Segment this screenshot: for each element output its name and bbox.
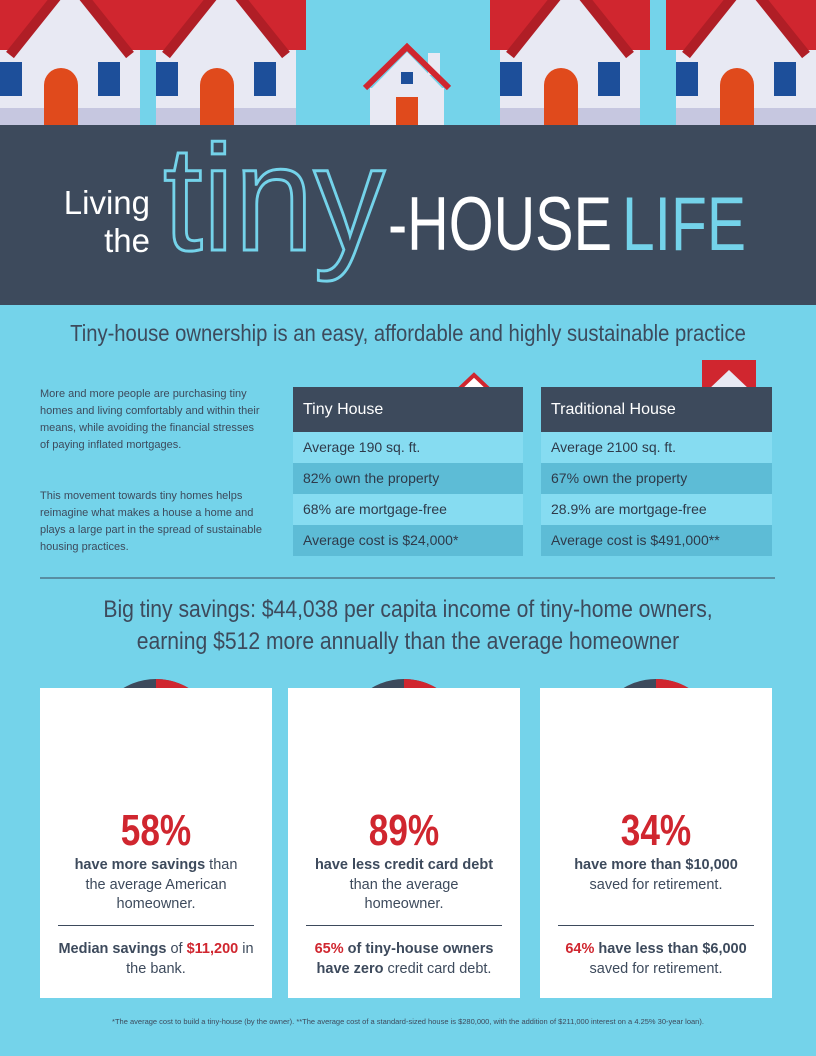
text-run: saved for retirement. [589, 960, 723, 977]
table-row: Average 2100 sq. ft. [541, 432, 772, 463]
title-tiny: tiny [163, 114, 385, 282]
stat-note: 64% have less than $6,000 saved for reti… [556, 940, 756, 979]
text-run: have more than $10,000 [574, 857, 738, 873]
title-life: LIFE [622, 182, 746, 267]
savings-heading: earning $512 more annually than the aver… [136, 628, 680, 655]
text-run: 64% [565, 941, 595, 957]
stat-percent: 34% [620, 806, 692, 855]
table-row: Average cost is $24,000* [293, 525, 523, 556]
text-run: of [166, 941, 187, 957]
stat-card: 89% have less credit card debt than the a… [288, 688, 520, 998]
stat-percent: 58% [120, 806, 192, 855]
title-the: the [104, 222, 150, 259]
stat-note: Median savings of $11,200 in the bank. [56, 940, 256, 979]
subtitle: Tiny-house ownership is an easy, afforda… [70, 320, 746, 346]
text-run: in the bank. [126, 941, 254, 977]
intro-paragraph: More and more people are purchasing tiny… [40, 388, 260, 451]
table-title: Tiny House [293, 387, 523, 432]
footnote: *The average cost to build a tiny-house … [112, 1017, 704, 1026]
table-row: 28.9% are mortgage-free [541, 494, 772, 525]
title-band [0, 125, 816, 305]
card-rule [58, 925, 254, 926]
table-row: Average cost is $491,000** [541, 525, 772, 556]
text-run: have more savings [74, 857, 206, 873]
text-run: credit card debt. [383, 960, 492, 977]
intro-paragraph: This movement towards tiny homes helps r… [40, 490, 262, 553]
table-title: Traditional House [541, 387, 772, 432]
table-row: Average 190 sq. ft. [293, 432, 523, 463]
stat-description: have more savings than the average Ameri… [64, 856, 248, 915]
comparison-table: Tiny House Average 190 sq. ft. 82% own the… [293, 387, 523, 556]
comparison-table: Traditional House Average 2100 sq. ft. 67%… [541, 387, 772, 556]
text-run: than the average American homeowner. [85, 857, 238, 912]
text-run: of tiny-house owners have zero [316, 941, 494, 977]
text-run: Median savings [58, 941, 167, 957]
text-run: 65% [314, 941, 344, 957]
table-body: Average 190 sq. ft. 82% own the property 6… [293, 432, 523, 556]
title-living: Living [64, 184, 150, 221]
text-run: have less credit card debt [314, 857, 494, 873]
text-run: have less than $6,000 [594, 941, 747, 957]
card-rule [306, 925, 502, 926]
savings-heading: Big tiny savings: $44,038 per capita inc… [103, 596, 713, 623]
text-run: saved for retirement. [589, 876, 723, 893]
table-row: 67% own the property [541, 463, 772, 494]
stat-percent: 89% [368, 806, 440, 855]
stat-card: 58% have more savings than the average Am… [40, 688, 272, 998]
text-run: $11,200 [186, 941, 239, 957]
stat-description: have less credit card debt than the aver… [312, 856, 496, 915]
stat-note: 65% of tiny-house owners have zero credi… [304, 940, 504, 979]
table-row: 68% are mortgage-free [293, 494, 523, 525]
stat-card: 34% have more than $10,000 saved for reti… [540, 688, 772, 998]
table-row: 82% own the property [293, 463, 523, 494]
table-body: Average 2100 sq. ft. 67% own the property… [541, 432, 772, 556]
title-house: -HOUSE [388, 182, 612, 267]
house-row [0, 0, 816, 125]
text-run: than the average homeowner. [349, 876, 459, 913]
card-rule [558, 925, 754, 926]
stat-description: have more than $10,000 saved for retirem… [564, 856, 748, 895]
